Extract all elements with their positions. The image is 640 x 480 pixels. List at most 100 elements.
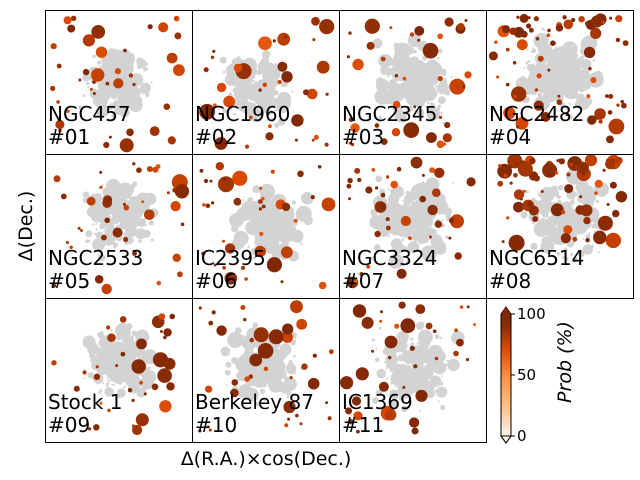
member-star-point <box>82 68 90 76</box>
member-star-point <box>594 108 606 120</box>
field-star-point <box>396 363 399 366</box>
field-star-point <box>441 219 444 222</box>
member-star-point <box>156 280 162 286</box>
field-star-point <box>520 211 528 219</box>
member-star-point <box>233 63 243 73</box>
field-star-point <box>418 349 422 353</box>
member-star-point <box>240 305 246 310</box>
y-axis-label: Δ(Dec.) <box>15 191 37 262</box>
field-star-point <box>583 97 593 106</box>
member-star-point <box>594 191 598 195</box>
field-star-point <box>413 358 416 361</box>
field-star-point <box>240 359 243 362</box>
member-star-point <box>494 40 498 44</box>
member-star-point <box>119 138 134 153</box>
member-star-point <box>321 197 336 212</box>
panel-grid: NGC457#01NGC1960#02NGC2345#03NGC2482#04N… <box>45 10 634 443</box>
field-star-point <box>556 252 561 256</box>
member-star-point <box>212 49 216 53</box>
member-star-point <box>89 87 93 91</box>
field-star-point <box>272 381 275 384</box>
field-star-point <box>108 85 121 98</box>
field-star-point <box>115 323 131 339</box>
field-star-point <box>411 349 420 357</box>
field-star-point <box>262 56 270 64</box>
field-star-point <box>450 75 453 78</box>
member-star-point <box>547 68 551 72</box>
member-star-point <box>442 133 452 143</box>
field-star-point <box>555 216 559 220</box>
panel-points <box>198 300 334 433</box>
member-star-point <box>402 76 407 81</box>
member-star-point <box>588 66 592 71</box>
field-star-point <box>572 241 576 244</box>
member-star-point <box>609 181 617 189</box>
member-star-point <box>516 15 520 19</box>
field-star-point <box>95 105 109 118</box>
field-star-point <box>406 259 411 264</box>
member-star-point <box>296 318 308 330</box>
member-star-point <box>556 159 560 163</box>
field-star-point <box>290 339 296 346</box>
field-star-point <box>390 364 393 367</box>
field-star-point <box>438 198 441 201</box>
field-star-point <box>572 198 575 201</box>
cluster-index-label: #01 <box>48 125 90 149</box>
member-star-point <box>82 370 87 375</box>
field-star-point <box>247 197 254 204</box>
field-star-point <box>447 358 460 372</box>
member-star-point <box>139 381 143 385</box>
field-star-point <box>567 215 572 220</box>
member-star-point <box>385 225 391 231</box>
field-star-point <box>113 357 120 364</box>
panel-points <box>199 16 335 150</box>
field-star-point <box>259 388 266 394</box>
field-star-point <box>144 62 148 66</box>
member-star-point <box>464 19 468 22</box>
member-star-point <box>95 46 108 58</box>
member-star-point <box>526 23 532 29</box>
member-star-point <box>385 409 397 421</box>
field-star-point <box>270 102 276 109</box>
colorbar-tick-label: 50 <box>517 366 536 384</box>
field-star-point <box>274 214 276 217</box>
field-star-point <box>98 339 106 347</box>
member-star-point <box>605 232 621 249</box>
field-star-point <box>532 47 535 50</box>
field-star-point <box>268 223 271 226</box>
field-star-point <box>144 92 150 98</box>
field-star-point <box>247 245 250 249</box>
member-star-point <box>132 162 136 166</box>
field-star-point <box>254 236 265 247</box>
field-star-point <box>98 390 102 394</box>
field-star-point <box>273 385 276 388</box>
member-star-point <box>580 204 593 217</box>
field-star-point <box>138 88 143 93</box>
member-star-point <box>268 124 272 129</box>
member-star-point <box>82 34 95 47</box>
member-star-point <box>519 13 529 23</box>
member-star-point <box>281 246 293 259</box>
colorbar-min-extend <box>500 435 512 444</box>
field-star-point <box>239 363 244 368</box>
field-star-point <box>230 69 236 75</box>
field-star-point <box>127 76 130 79</box>
field-star-point <box>86 206 99 218</box>
field-star-point <box>387 188 390 191</box>
field-star-point <box>230 225 239 233</box>
field-star-point <box>83 376 86 379</box>
field-star-point <box>261 192 265 196</box>
member-star-point <box>290 402 294 407</box>
field-star-point <box>400 388 403 391</box>
field-star-point <box>82 94 86 98</box>
field-star-point <box>571 257 578 263</box>
member-star-point <box>163 103 171 110</box>
scatter-panel: NGC2482#04 <box>486 10 634 155</box>
member-star-point <box>558 158 566 165</box>
member-star-point <box>352 58 364 71</box>
member-star-point <box>77 226 81 230</box>
field-star-point <box>543 203 545 206</box>
field-star-point <box>140 376 154 390</box>
member-star-point <box>328 349 334 355</box>
member-star-point <box>432 329 437 334</box>
